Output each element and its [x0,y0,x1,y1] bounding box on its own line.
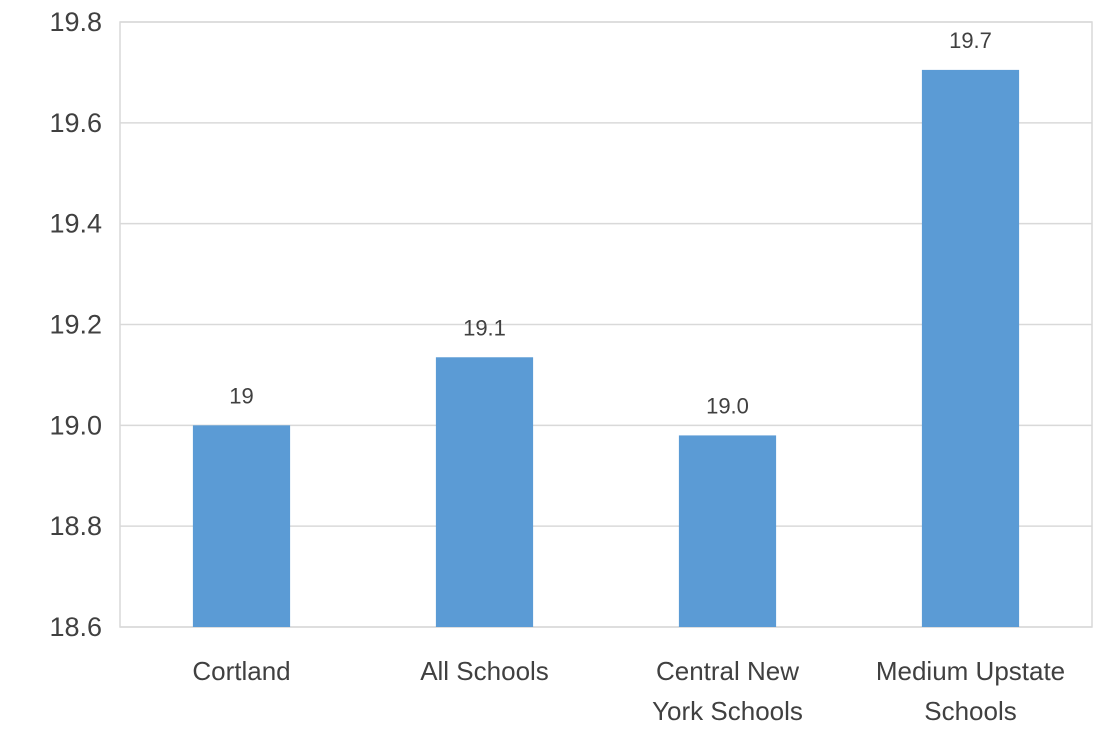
y-tick-label: 18.8 [49,511,102,541]
bar [921,69,1020,628]
data-labels: 19 19.1 19.0 19.7 [229,28,992,419]
bar [435,357,534,627]
y-tick-label: 18.6 [49,612,102,642]
x-category-label: Cortland [192,656,290,686]
data-label: 19.7 [949,28,992,53]
bars [192,69,1020,628]
y-tick-label: 19.6 [49,108,102,138]
x-category-label-line: All Schools [420,656,549,686]
x-category-label-line: Schools [924,696,1017,726]
y-tick-label: 19.4 [49,209,102,239]
data-label: 19 [229,383,253,408]
x-category-label-line: York Schools [652,696,803,726]
y-axis-tick-labels: 18.6 18.8 19.0 19.2 19.4 19.6 19.8 [49,7,102,642]
y-tick-label: 19.2 [49,310,102,340]
x-category-label: Medium Upstate Schools [876,656,1065,726]
x-category-label-line: Cortland [192,656,290,686]
x-category-label-line: Medium Upstate [876,656,1065,686]
y-tick-label: 19.0 [49,410,102,440]
bar [192,425,291,627]
bar [678,435,777,627]
x-category-label: All Schools [420,656,549,686]
x-axis-category-labels: Cortland All Schools Central New York Schoo… [192,656,1065,726]
plot-area-border [119,21,1093,628]
x-category-label: Central New York Schools [652,656,803,726]
x-category-label-line: Central New [656,656,799,686]
data-label: 19.1 [463,315,506,340]
data-label: 19.0 [706,393,749,418]
y-tick-label: 19.8 [49,7,102,37]
